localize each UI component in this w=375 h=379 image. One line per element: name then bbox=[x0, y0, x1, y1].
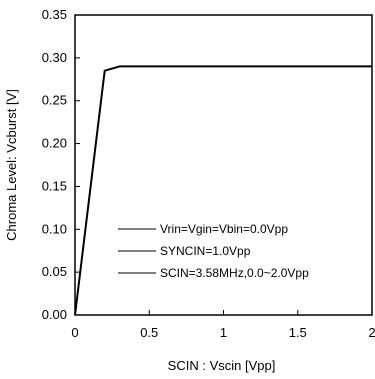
y-tick-label: 0.10 bbox=[42, 221, 67, 236]
y-tick-label: 0.35 bbox=[42, 7, 67, 22]
y-tick-label: 0.00 bbox=[42, 307, 67, 322]
x-tick-label: 0.5 bbox=[140, 325, 158, 340]
y-tick-label: 0.20 bbox=[42, 136, 67, 151]
y-tick-label: 0.25 bbox=[42, 93, 67, 108]
y-tick-label: 0.15 bbox=[42, 178, 67, 193]
annotation-group: Vrin=Vgin=Vbin=0.0Vpp SYNCIN=1.0Vpp SCIN=3… bbox=[118, 220, 344, 282]
annotation-text: SYNCIN=1.0Vpp bbox=[160, 244, 251, 258]
x-tick-label: 1 bbox=[220, 325, 227, 340]
y-axis-title: Chroma Level: Vcburst [V] bbox=[4, 89, 19, 241]
y-tick-label: 0.30 bbox=[42, 50, 67, 65]
x-tick-label: 2 bbox=[368, 325, 375, 340]
y-tick-label: 0.05 bbox=[42, 264, 67, 279]
annotation-text: Vrin=Vgin=Vbin=0.0Vpp bbox=[160, 222, 288, 236]
annotation-text: SCIN=3.58MHz,0.0~2.0Vpp bbox=[160, 266, 309, 280]
x-tick-label: 0 bbox=[71, 325, 78, 340]
x-tick-label: 1.5 bbox=[289, 325, 307, 340]
x-axis-title: SCIN : Vscin [Vpp] bbox=[168, 358, 276, 373]
